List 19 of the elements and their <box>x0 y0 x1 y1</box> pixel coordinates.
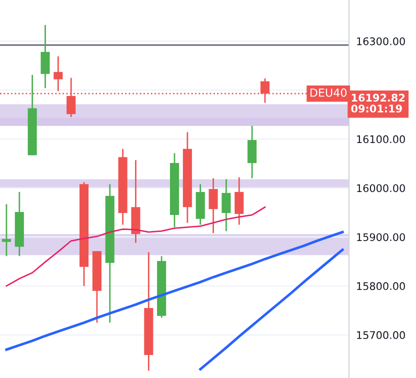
candlestick <box>208 178 218 234</box>
line-series <box>5 230 344 351</box>
candlestick <box>222 178 231 232</box>
ref-line-label: DEU40 <box>310 88 347 97</box>
candlestick <box>234 176 244 226</box>
y-tick-label: 16300.00 <box>357 37 405 46</box>
y-tick-label: 16000.00 <box>357 184 405 192</box>
text: 16192.82 <box>352 94 405 102</box>
y-tick-label: 15800.00 <box>357 282 405 290</box>
candlestick <box>40 24 50 89</box>
y-tick-label: 16100.00 <box>357 135 405 144</box>
candlestick <box>54 56 63 92</box>
y-tick-label: 15700.00 <box>357 331 405 340</box>
candlestick <box>248 125 257 179</box>
line-series <box>199 248 344 370</box>
candlestick <box>2 203 11 257</box>
y-tick-label: 15900.00 <box>357 233 405 242</box>
text: 09:01:19 <box>351 104 402 113</box>
line-series <box>6 206 266 287</box>
